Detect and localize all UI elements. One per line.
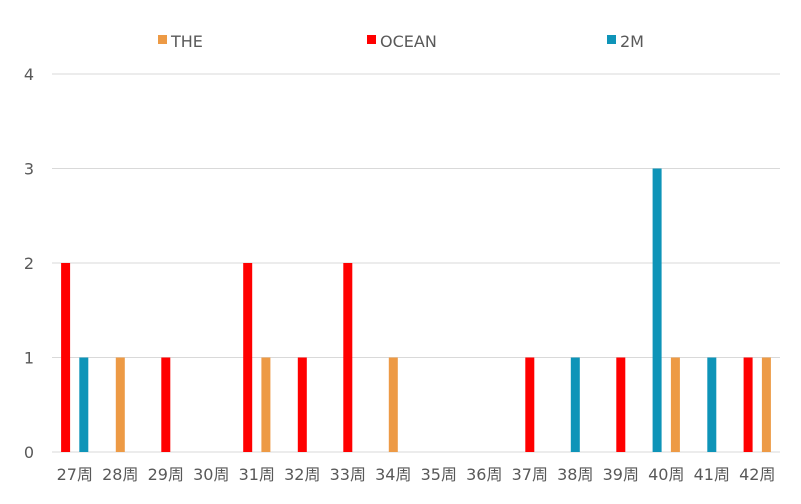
x-tick-label: 40周 (648, 465, 684, 484)
bar-ocean-33周 (343, 263, 353, 452)
x-tick-label: 35周 (421, 465, 457, 484)
x-tick-label: 37周 (512, 465, 548, 484)
bar-the-28周 (115, 357, 125, 452)
x-tick-label: 28周 (102, 465, 138, 484)
legend-swatch-the (158, 35, 167, 44)
bar-the-31周 (261, 357, 271, 452)
x-tick-label: 41周 (694, 465, 730, 484)
legend-label-2m: 2M (620, 32, 644, 51)
bar-ocean-29周 (161, 357, 171, 452)
bar-ocean-32周 (297, 357, 307, 452)
x-tick-label: 33周 (330, 465, 366, 484)
x-axis-tick-labels: 27周 28周 29周 30周 31周 32周 33周 34周 35周 36周 37周 38周 39周 4… (57, 465, 776, 484)
x-tick-label: 32周 (284, 465, 320, 484)
y-tick-label: 1 (24, 349, 34, 368)
bar-the-34周 (388, 357, 398, 452)
legend-label-ocean: OCEAN (380, 32, 437, 51)
y-tick-label: 3 (24, 160, 34, 179)
bar-2m-40周 (652, 168, 662, 452)
legend: THE OCEAN 2M (158, 32, 644, 51)
x-tick-label: 31周 (239, 465, 275, 484)
x-tick-label: 38周 (557, 465, 593, 484)
x-tick-label: 39周 (603, 465, 639, 484)
bars (61, 168, 771, 452)
bar-2m-27周 (79, 357, 89, 452)
gridlines (52, 73, 780, 453)
bar-2m-38周 (570, 357, 580, 452)
bar-the-42周 (761, 357, 771, 452)
y-axis-tick-labels: 0 1 2 3 4 (24, 65, 34, 462)
x-tick-label: 30周 (193, 465, 229, 484)
bar-ocean-27周 (61, 263, 71, 452)
legend-swatch-ocean (367, 35, 376, 44)
x-tick-label: 27周 (57, 465, 93, 484)
bar-ocean-31周 (243, 263, 253, 452)
x-tick-label: 42周 (739, 465, 775, 484)
y-tick-label: 0 (24, 443, 34, 462)
bar-ocean-42周 (743, 357, 753, 452)
bar-ocean-37周 (525, 357, 535, 452)
y-tick-label: 2 (24, 254, 34, 273)
legend-swatch-2m (607, 35, 616, 44)
x-tick-label: 29周 (148, 465, 184, 484)
bar-the-40周 (670, 357, 680, 452)
legend-label-the: THE (170, 32, 203, 51)
x-tick-label: 36周 (466, 465, 502, 484)
y-tick-label: 4 (24, 65, 34, 84)
bar-2m-41周 (707, 357, 717, 452)
bar-ocean-39周 (616, 357, 626, 452)
x-tick-label: 34周 (375, 465, 411, 484)
